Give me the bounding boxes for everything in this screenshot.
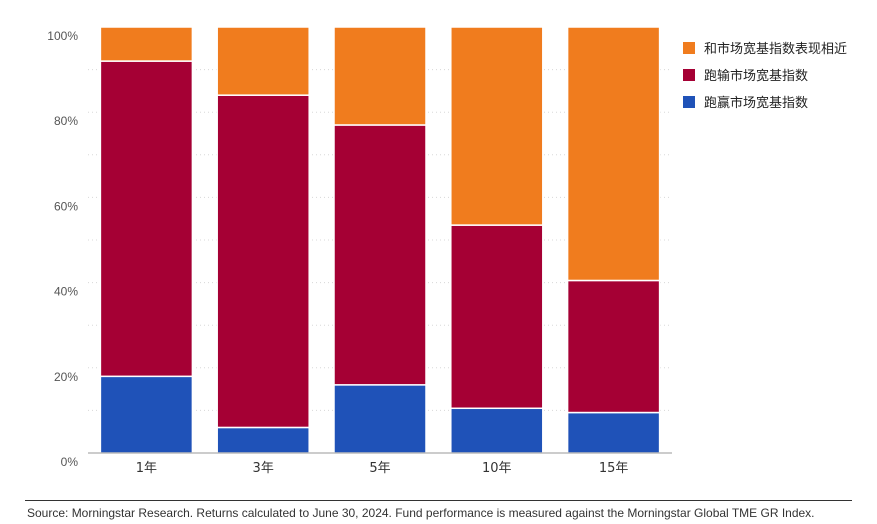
source-note: Source: Morningstar Research. Returns ca… — [27, 506, 815, 520]
legend-swatch-underperform — [683, 68, 695, 81]
x-tick-label: 1年 — [136, 461, 157, 476]
bar-segment — [333, 384, 427, 454]
legend-swatch-outperform — [683, 95, 695, 108]
bar-segment — [216, 94, 310, 429]
bar-segment — [566, 26, 661, 282]
x-axis: 1年 3年 5年 10年 15年 — [88, 452, 672, 476]
bar-segment — [99, 375, 194, 454]
legend-item-outperform: 跑赢市场宽基指数 — [683, 88, 847, 115]
bar-segment — [99, 26, 194, 62]
bar-segment — [216, 426, 310, 454]
legend-label-outperform: 跑赢市场宽基指数 — [704, 96, 809, 111]
bars — [99, 26, 661, 454]
legend: 和市场宽基指数表现相近 跑输市场宽基指数 跑赢市场宽基指数 — [683, 34, 847, 115]
bar-segment — [450, 224, 544, 410]
bar-segment — [450, 407, 544, 454]
bar-segment — [216, 26, 310, 96]
x-tick-label: 10年 — [482, 461, 512, 476]
legend-label-underperform: 跑输市场宽基指数 — [704, 69, 809, 84]
x-tick-label: 15年 — [599, 461, 629, 476]
bar-segment — [450, 26, 544, 226]
y-tick-label: 100% — [47, 29, 78, 43]
y-tick-label: 20% — [54, 370, 78, 384]
bar-segment — [566, 411, 661, 454]
bar-segment — [333, 26, 427, 126]
stacked-bar-chart: 0% 20% 40% 60% 80% 100% 1年 3年 5年 10年 15年 — [47, 26, 672, 476]
x-tick-label: 5年 — [369, 461, 390, 476]
legend-label-similar: 和市场宽基指数表现相近 — [704, 42, 848, 57]
legend-item-similar: 和市场宽基指数表现相近 — [683, 34, 847, 61]
y-tick-label: 60% — [54, 199, 78, 213]
bar-segment — [99, 60, 194, 378]
y-axis: 0% 20% 40% 60% 80% 100% — [47, 29, 78, 469]
footer-divider — [25, 500, 852, 501]
legend-item-underperform: 跑输市场宽基指数 — [683, 61, 847, 88]
y-tick-label: 40% — [54, 285, 78, 299]
bar-segment — [566, 279, 661, 414]
y-tick-label: 0% — [61, 455, 79, 469]
bar-segment — [333, 124, 427, 386]
y-tick-label: 80% — [54, 114, 78, 128]
x-tick-label: 3年 — [253, 461, 274, 476]
legend-swatch-similar — [683, 41, 695, 54]
